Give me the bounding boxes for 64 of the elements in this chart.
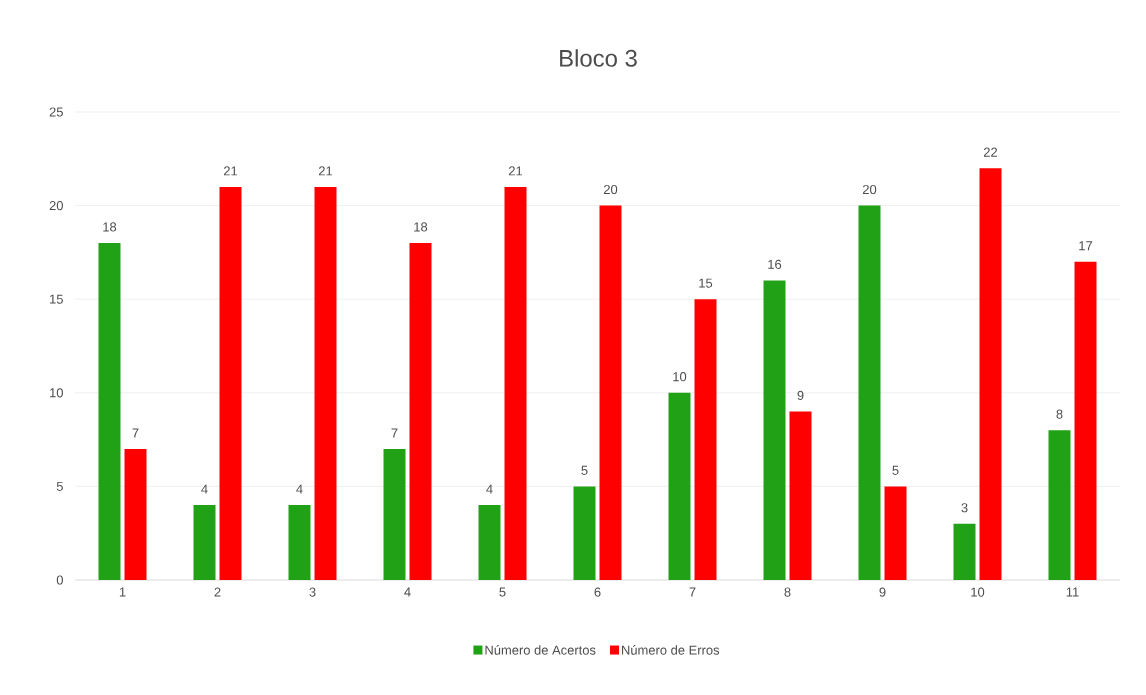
data-label: 8: [1056, 409, 1063, 419]
x-tick-label: 4: [404, 587, 411, 597]
bar: [953, 523, 976, 580]
x-tick-label: 7: [689, 587, 696, 597]
data-label: 18: [103, 222, 117, 232]
bar: [858, 205, 881, 580]
legend-label: Número de Acertos: [485, 645, 596, 655]
bar: [219, 186, 242, 580]
data-label: 22: [983, 147, 998, 157]
data-label: 10: [673, 372, 687, 382]
data-label: 21: [508, 166, 523, 176]
data-label: 4: [201, 484, 208, 494]
data-label: 5: [892, 465, 899, 475]
x-tick-label: 10: [971, 587, 985, 597]
data-label: 21: [318, 166, 333, 176]
data-label: 7: [391, 428, 398, 438]
bar: [694, 299, 717, 580]
bar: [884, 486, 907, 580]
x-tick-label: 3: [309, 587, 316, 597]
x-tick-label: 9: [879, 587, 886, 597]
bar: [979, 168, 1002, 580]
bar: [504, 186, 527, 580]
bar: [314, 186, 337, 580]
bar: [599, 205, 622, 580]
y-tick-label: 20: [49, 201, 63, 211]
data-label: 5: [581, 465, 588, 475]
data-label: 18: [414, 222, 428, 232]
data-label: 4: [486, 484, 493, 494]
x-tick-label: 6: [594, 587, 601, 597]
x-tick-label: 11: [1066, 587, 1079, 597]
data-label: 4: [296, 484, 303, 494]
y-tick-label: 5: [56, 481, 63, 491]
chart-title: Bloco 3: [560, 49, 637, 67]
y-tick-label: 0: [56, 575, 63, 585]
data-label: 20: [603, 184, 618, 195]
bar: [193, 505, 216, 580]
data-label: 20: [862, 184, 877, 195]
y-tick-label: 25: [49, 107, 63, 117]
x-tick-label: 5: [499, 587, 506, 597]
bar: [668, 392, 691, 580]
bar: [288, 505, 311, 580]
bar: [478, 505, 501, 580]
bar: [98, 243, 121, 580]
x-tick-label: 8: [784, 587, 791, 597]
bar: [573, 486, 596, 580]
bar: [763, 280, 786, 580]
bar: [1074, 261, 1097, 580]
legend-label: Número de Erros: [622, 645, 720, 655]
bar: [789, 411, 812, 580]
bar: [409, 243, 432, 580]
data-label: 15: [699, 278, 713, 288]
y-tick-label: 10: [50, 388, 63, 398]
y-tick-label: 15: [50, 294, 63, 304]
data-label: 17: [1079, 241, 1093, 251]
data-label: 7: [132, 428, 139, 438]
x-tick-label: 1: [119, 587, 126, 597]
data-label: 3: [961, 503, 968, 513]
bar: [1048, 430, 1071, 580]
data-label: 9: [797, 390, 804, 400]
x-tick-label: 2: [214, 587, 221, 597]
data-label: 21: [223, 166, 238, 176]
bar: [383, 448, 406, 580]
bar: [124, 448, 147, 580]
data-label: 16: [768, 259, 782, 269]
